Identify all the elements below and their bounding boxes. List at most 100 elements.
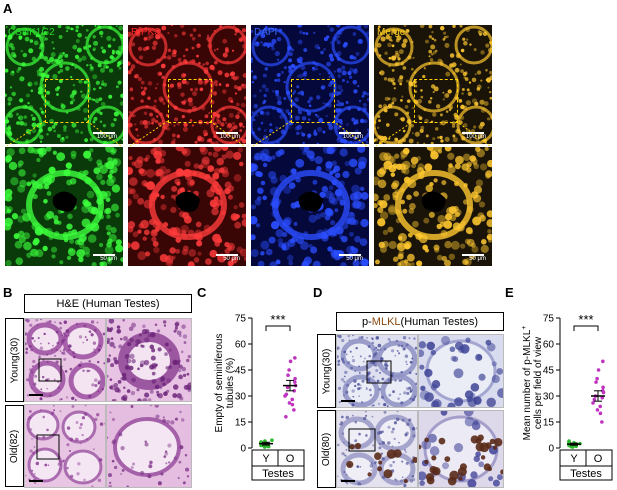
- ihc-young-zoom: [418, 334, 504, 408]
- y-tick-label: 60: [235, 340, 247, 351]
- panel-d-title-prefix: p-: [362, 315, 372, 328]
- zoom-region-box: [45, 79, 89, 123]
- channel-label-merge: Merge: [377, 27, 406, 38]
- y-tick-label: 15: [235, 418, 247, 429]
- scale-label: 100 μm: [465, 134, 486, 140]
- y-axis-label-line: Mean number of p-MLKL+: [521, 326, 533, 441]
- ihc-old-zoom: [418, 410, 504, 488]
- channel-label-ripk3: RIPK3: [131, 27, 160, 38]
- data-point-o: [290, 397, 295, 402]
- group-box: [559, 465, 613, 481]
- scale-bar: [216, 254, 238, 256]
- panel-d-row-young: Young(30): [317, 334, 336, 408]
- scale-label: 50 μm: [223, 256, 240, 262]
- scale-bar: [462, 254, 484, 256]
- data-point-o: [596, 368, 601, 372]
- data-point-o: [288, 359, 293, 364]
- zoom-region-box: [168, 79, 212, 123]
- y-tick-label: 45: [235, 366, 247, 377]
- data-point-o: [287, 368, 291, 372]
- panel-d-title: p- MLKL (Human Testes): [336, 312, 504, 331]
- y-axis-label-line: Empty of seminiferous: [214, 334, 225, 433]
- y-tick-label: 15: [543, 418, 555, 429]
- data-point-o: [601, 359, 605, 364]
- data-point-o: [598, 404, 603, 409]
- data-point-o: [293, 380, 297, 384]
- significance-bracket: [573, 325, 599, 331]
- panel-a-top-dapi: DAPI 100 μm: [251, 25, 369, 144]
- data-point-o: [598, 411, 603, 416]
- data-point-o: [600, 420, 604, 424]
- panel-a-bottom-ripk3: 50 μm: [128, 147, 246, 266]
- panel-label-b: B: [3, 285, 13, 300]
- panel-a-top-csnk1g2: CSNK1G2 100 μm: [5, 25, 123, 144]
- scale-label: 50 μm: [100, 256, 117, 262]
- data-point-o: [600, 395, 605, 400]
- panel-a-bottom-csnk1g2: 50 μm: [5, 147, 123, 266]
- panel-a-top-ripk3: RIPK3 100 μm: [128, 25, 246, 144]
- data-point-o: [595, 376, 599, 381]
- panel-d-ihc-images: [336, 334, 504, 488]
- scale-bar: [93, 254, 115, 256]
- ihc-old-overview: [336, 410, 418, 488]
- chart-c: 0 15 30 45 60 75 Empty of seminiferous tubules …: [214, 312, 305, 481]
- scale-label: 100 μm: [342, 134, 363, 140]
- channel-label-dapi: DAPI: [254, 27, 278, 38]
- data-point-o: [293, 356, 297, 360]
- panel-d-row-old: Old(80): [317, 410, 336, 488]
- he-old-zoom: [106, 404, 192, 488]
- data-point-y: [259, 440, 263, 444]
- panel-b-row-old: Old(82): [5, 405, 24, 487]
- y-tick-label: 60: [543, 340, 555, 351]
- y-tick-label: 0: [240, 444, 246, 455]
- category-label-y: Y: [570, 453, 578, 465]
- data-point-o: [601, 390, 606, 395]
- scale-bar: [339, 254, 361, 256]
- group-label: Testes: [570, 468, 602, 480]
- panel-a-top-merge: Merge 100 μm: [374, 25, 492, 144]
- group-box: [251, 465, 305, 481]
- channel-label-csnk1g2: CSNK1G2: [8, 27, 55, 38]
- data-point-o: [287, 401, 292, 405]
- category-label-y: Y: [262, 453, 270, 465]
- data-point-o: [601, 385, 605, 390]
- data-point-o: [292, 389, 297, 393]
- panel-b-he-images: [24, 318, 192, 488]
- y-tick-label: 45: [543, 366, 555, 377]
- y-tick-label: 75: [543, 314, 555, 325]
- data-point-o: [594, 380, 598, 384]
- y-tick-label: 0: [548, 444, 554, 455]
- panel-d-title-colored: MLKL: [371, 315, 401, 328]
- data-point-o: [592, 397, 597, 402]
- data-point-y: [270, 438, 274, 442]
- chart-e: 0 15 30 45 60 75 Mean number of p-MLKL+cells p…: [521, 312, 613, 481]
- y-axis-label-line: cells per field of view: [533, 336, 544, 429]
- y-tick-label: 30: [235, 392, 247, 403]
- data-point-o: [595, 408, 600, 412]
- data-point-o: [286, 373, 290, 377]
- panel-label-e: E: [505, 285, 514, 300]
- significance-bracket: [265, 325, 291, 331]
- zoom-region-box: [291, 79, 335, 123]
- scale-label: 100 μm: [96, 134, 117, 140]
- he-young-zoom: [106, 318, 192, 402]
- data-point-y: [567, 439, 571, 443]
- panel-label-c: C: [197, 285, 207, 300]
- y-tick-label: 75: [235, 314, 247, 325]
- data-point-o: [284, 415, 288, 419]
- data-point-o: [283, 394, 287, 398]
- panel-b-title: H&E (Human Testes): [24, 294, 192, 313]
- group-label: Testes: [262, 468, 294, 480]
- panel-b-row-young: Young(30): [5, 318, 24, 402]
- scale-label: 100 μm: [219, 134, 240, 140]
- he-old-overview: [24, 404, 106, 488]
- significance-label: ***: [578, 312, 593, 327]
- data-point-y: [266, 444, 271, 449]
- data-point-o: [290, 402, 295, 407]
- category-label-o: O: [286, 453, 295, 465]
- data-point-o: [285, 385, 290, 390]
- panel-a-bottom-merge: 50 μm: [374, 147, 492, 266]
- ihc-young-overview: [336, 334, 418, 408]
- data-point-o: [293, 376, 297, 381]
- panel-d-title-suffix: (Human Testes): [400, 315, 478, 328]
